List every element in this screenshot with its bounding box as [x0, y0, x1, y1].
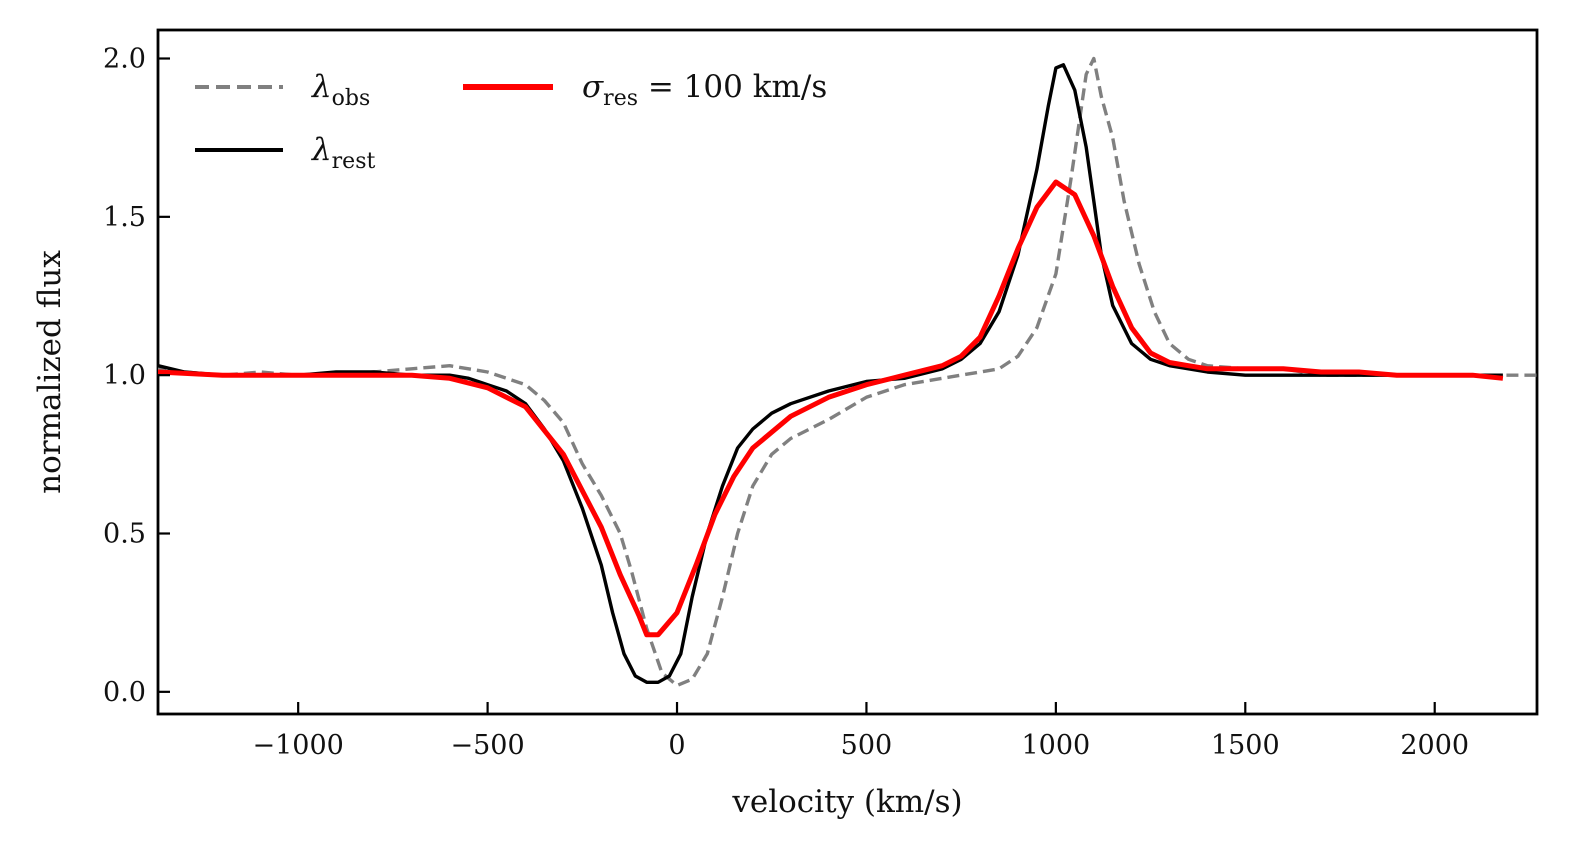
x-tick-label: 1000: [1022, 730, 1091, 761]
legend-label-rest: λrest: [310, 132, 375, 174]
y-tick-label: 1.5: [103, 202, 146, 233]
ticks-layer: −1000 −500 0 500 1000 1500 2000 0.0 0.5 1.0 1.5 2.0: [103, 44, 1469, 762]
x-tick-label: 1500: [1211, 730, 1280, 761]
series-layer: [158, 56, 1537, 688]
y-axis-label: normalized flux: [32, 250, 68, 494]
y-tick-label: 2.0: [103, 44, 146, 75]
legend-rest-sub: rest: [332, 149, 376, 174]
x-tick-label: 500: [841, 730, 893, 761]
x-tick-label: 2000: [1400, 730, 1469, 761]
series-line-sigma-res: [158, 179, 1504, 638]
y-tick-label: 0.0: [103, 677, 146, 708]
x-tick-label: 0: [668, 730, 685, 761]
legend-label-obs: λobs: [310, 69, 370, 111]
legend-rest-symbol: λ: [310, 132, 332, 168]
legend-model-sub: res: [603, 86, 638, 111]
y-tick-label: 1.0: [103, 360, 146, 391]
legend-obs-sub: obs: [332, 86, 371, 111]
x-tick-label: −500: [451, 730, 525, 761]
y-tick-label: 0.5: [103, 519, 146, 550]
series-line-lambda-rest: [158, 63, 1503, 684]
legend-model-symbol: σ: [582, 69, 604, 105]
legend: λobs λrest σres = 100 km/s: [195, 69, 827, 174]
x-tick-label: −1000: [253, 730, 344, 761]
x-axis-label: velocity (km/s): [731, 784, 962, 820]
legend-model-value: = 100 km/s: [638, 69, 827, 105]
legend-label-model: σres = 100 km/s: [582, 69, 827, 111]
legend-obs-symbol: λ: [310, 69, 332, 105]
